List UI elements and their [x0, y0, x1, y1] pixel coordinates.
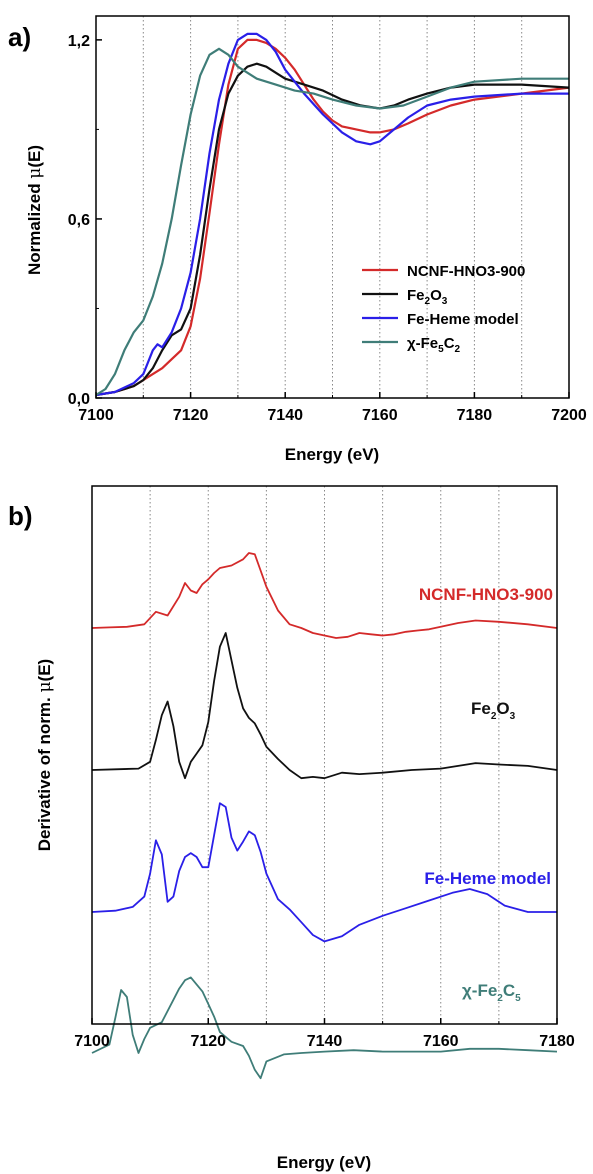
- panel-b-ylabel-mu: μ: [35, 681, 55, 692]
- panel-b: b) 7100 7120 7140 7160 7180 Derivative of no…: [8, 485, 575, 1172]
- y-tick-label: 0,6: [68, 212, 90, 229]
- legend-item: NCNF-HNO3-900: [362, 263, 525, 280]
- panel-a-ylabel-suffix: (E): [25, 145, 44, 168]
- series-line-fe5c2: [95, 47, 569, 396]
- x-tick-label: 7120: [173, 407, 209, 424]
- panel-b-ylabel: Derivative of norm. μ(E): [35, 659, 55, 851]
- legend-item: Fe2O3: [362, 287, 448, 307]
- panel-b-ylabel-prefix: Derivative of norm.: [35, 693, 54, 852]
- x-tick-label: 7180: [539, 1033, 575, 1050]
- x-tick-label: 7100: [78, 407, 114, 424]
- panel-a-label: a): [8, 22, 31, 52]
- series-label-heme: Fe-Heme model: [424, 869, 551, 888]
- series-line-fe2o3: [95, 62, 570, 397]
- series-label-fe2c5: χ-Fe2C5: [462, 981, 521, 1004]
- legend-label-fe5c2: χ-Fe5C2: [407, 335, 461, 355]
- y-tick-label: 0,0: [68, 391, 90, 408]
- y-tick-label: 1,2: [68, 33, 90, 50]
- x-tick-label: 7160: [423, 1033, 459, 1050]
- series-line-ncnf-hno3-900: [95, 38, 570, 397]
- legend-label-fe2o3: Fe2O3: [407, 287, 448, 307]
- panel-b-gridlines: [149, 486, 500, 1024]
- panel-b-label: b): [8, 501, 33, 531]
- series-line-fe-heme-model: [95, 32, 569, 397]
- panel-a-ylabel: Normalized μ(E): [25, 145, 45, 275]
- panel-b-ticks: 7100 7120 7140 7160 7180: [74, 1018, 575, 1050]
- panel-a-ylabel-prefix: Normalized: [25, 179, 44, 275]
- series-line-fe-heme-model: [91, 802, 557, 943]
- series-label-ncnf: NCNF-HNO3-900: [419, 585, 553, 604]
- panel-a-series: [95, 32, 570, 397]
- x-tick-label: 7140: [307, 1033, 343, 1050]
- panel-a: a) 7100 7120 7140 7160 7180 7200 0,0 0,6 1,2 Nor…: [8, 15, 587, 464]
- x-tick-label: 7200: [551, 407, 587, 424]
- panel-a-ylabel-mu: μ: [25, 168, 45, 179]
- series-line-fe2o3: [91, 632, 558, 780]
- panel-b-xlabel: Energy (eV): [277, 1153, 371, 1172]
- x-tick-label: 7160: [362, 407, 398, 424]
- legend-item: Fe-Heme model: [362, 311, 519, 328]
- legend-label-ncnf: NCNF-HNO3-900: [407, 263, 525, 280]
- legend-label-heme: Fe-Heme model: [407, 311, 519, 328]
- panel-a-ticks: 7100 7120 7140 7160 7180 7200 0,0 0,6 1,2: [68, 33, 587, 424]
- panel-b-series: [91, 552, 558, 1080]
- x-tick-label: 7120: [190, 1033, 226, 1050]
- x-tick-label: 7180: [457, 407, 493, 424]
- x-tick-label: 7140: [267, 407, 303, 424]
- panel-b-ylabel-suffix: (E): [35, 659, 54, 682]
- panel-a-legend: NCNF-HNO3-900 Fe2O3 Fe-Heme model χ-Fe5C…: [362, 263, 525, 355]
- legend-item: χ-Fe5C2: [362, 335, 461, 355]
- series-line-ncnf-hno3-900: [91, 552, 558, 639]
- panel-a-xlabel: Energy (eV): [285, 445, 379, 464]
- series-label-fe2o3: Fe2O3: [471, 699, 516, 722]
- x-tick-label: 7100: [74, 1033, 110, 1050]
